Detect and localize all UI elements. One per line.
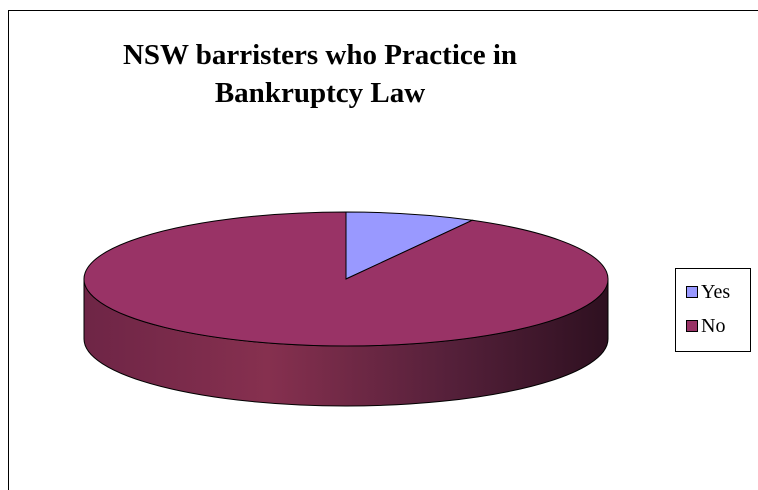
pie-slice-yes [345, 211, 474, 280]
legend-item-yes: Yes [686, 281, 730, 303]
legend-label-no: No [701, 314, 726, 337]
pie-slice-no [83, 211, 609, 347]
legend-swatch-no [686, 320, 698, 332]
chart-legend: Yes No [675, 268, 751, 352]
chart-title-line-2: Bankruptcy Law [214, 77, 426, 109]
legend-item-no: No [686, 315, 725, 337]
chart-title: NSW barristers who Practice in Bankruptc… [60, 36, 580, 112]
legend-label-yes: Yes [701, 280, 731, 303]
chart-frame [8, 10, 758, 490]
chart-title-line-1: NSW barristers who Practice in [122, 39, 518, 71]
legend-swatch-yes [686, 286, 698, 298]
pie-top [83, 211, 609, 347]
